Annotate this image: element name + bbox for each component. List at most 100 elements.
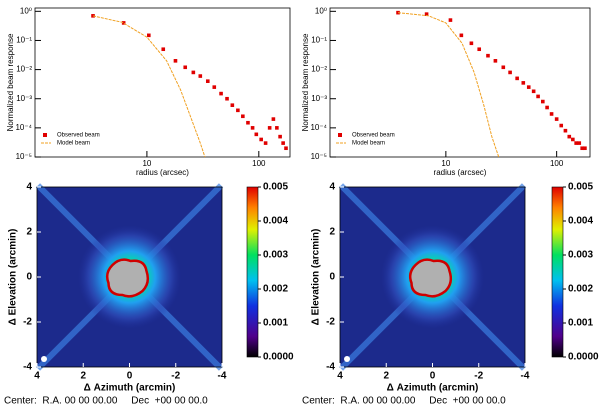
plot-frame <box>329 7 591 158</box>
y-tick-label: 10⁻⁴ <box>15 123 32 132</box>
y-axis-label: Δ Elevation (arcmin) <box>311 229 322 326</box>
x-axis-label: Δ Azimuth (arcmin) <box>387 383 479 394</box>
y-tick-label: 10⁰ <box>20 6 32 15</box>
data-point <box>259 137 263 142</box>
data-point <box>147 33 151 38</box>
data-point <box>198 74 203 78</box>
data-point <box>515 76 519 81</box>
y-tick-label: 10⁻² <box>311 65 327 74</box>
y-tick-label: 2 <box>329 227 335 238</box>
data-point <box>225 96 229 101</box>
colorbar-tick-label: 0.0000 <box>568 352 599 363</box>
data-point <box>183 65 188 70</box>
data-point <box>531 89 536 94</box>
data-point <box>486 53 490 58</box>
colorbar-tick-label: 0.003 <box>568 250 593 261</box>
y-axis-label: Normalized beam response <box>6 33 15 131</box>
data-point <box>230 103 235 107</box>
data-point <box>583 146 587 151</box>
beam-size <box>344 356 350 362</box>
beam-core-edge <box>408 258 453 298</box>
data-point <box>567 134 572 139</box>
data-point <box>284 146 288 151</box>
data-point <box>424 12 429 16</box>
colorbar-tick-label: 0.0000 <box>263 352 294 363</box>
x-tick-label: 4 <box>34 371 40 382</box>
x-tick-label: 0 <box>127 371 133 382</box>
y-axis-label: Normalized beam response <box>301 33 310 131</box>
y-tick-label: 0 <box>329 272 335 283</box>
data-point <box>246 120 250 125</box>
x-tick-label: 10 <box>142 159 151 168</box>
y-tick-label: 10⁻¹ <box>311 36 327 45</box>
data-point <box>219 91 223 96</box>
y-tick-label: 10⁻⁵ <box>311 152 327 161</box>
data-point <box>554 117 559 121</box>
y-tick-label: -4 <box>326 362 335 373</box>
data-point <box>267 126 272 130</box>
x-tick-label: 100 <box>550 159 564 168</box>
colorbar <box>551 186 564 358</box>
legend-swatch <box>338 133 342 137</box>
data-point <box>250 126 255 130</box>
data-point <box>212 85 217 89</box>
data-point <box>501 65 506 70</box>
data-point <box>580 146 584 151</box>
data-point <box>571 137 575 142</box>
legend-label: Observed beam <box>352 133 395 139</box>
data-point <box>541 99 545 104</box>
y-tick-label: -2 <box>23 317 32 328</box>
colorbar-tick-label: 0.004 <box>263 216 288 227</box>
y-tick-label: 10⁻³ <box>16 94 32 103</box>
data-point <box>275 126 279 130</box>
legend-label: Model beam <box>352 141 385 147</box>
data-point <box>493 59 498 63</box>
y-tick-label: 4 <box>329 182 335 193</box>
x-tick-label: 100 <box>252 159 266 168</box>
data-point <box>477 47 482 52</box>
map-center: Center: R.A. 00 00 00.00 Dec +00 00 00.0 <box>302 396 506 407</box>
colorbar-tick-label: 0.002 <box>568 284 593 295</box>
y-tick-label: 10⁰ <box>315 6 327 15</box>
x-tick-label: -4 <box>521 371 530 382</box>
y-tick-label: 10⁻³ <box>311 94 327 103</box>
colorbar-tick-label: 0.002 <box>263 284 288 295</box>
y-axis-label: Δ Elevation (arcmin) <box>8 229 19 326</box>
data-point <box>577 141 582 145</box>
x-tick-label: 2 <box>80 371 86 382</box>
data-point <box>448 18 453 22</box>
x-axis-label: Δ Azimuth (arcmin) <box>84 383 176 394</box>
y-tick-label: 10⁻⁴ <box>310 123 327 132</box>
beam-core-edge <box>105 258 150 298</box>
data-point <box>161 47 166 52</box>
colorbar-tick-label: 0.005 <box>263 182 288 193</box>
y-tick-label: 10⁻¹ <box>16 36 32 45</box>
data-point <box>281 141 285 145</box>
data-point <box>459 33 464 38</box>
data-point <box>508 70 512 75</box>
y-tick-label: 4 <box>26 182 32 193</box>
x-tick-label: -2 <box>171 371 180 382</box>
colorbar-tick-label: 0.003 <box>263 250 288 261</box>
y-tick-label: 10⁻² <box>16 65 32 74</box>
y-tick-label: 10⁻⁵ <box>16 152 32 161</box>
x-tick-label: -4 <box>218 371 227 382</box>
model-line <box>92 15 206 158</box>
data-point <box>574 141 578 145</box>
x-axis-label: radius (arcsec) <box>434 168 487 177</box>
data-point <box>545 105 549 110</box>
data-point <box>254 132 259 137</box>
data-point <box>549 112 554 116</box>
legend-label: Model beam <box>57 141 90 147</box>
y-tick-label: 2 <box>26 227 32 238</box>
data-point <box>263 141 268 145</box>
beam-size <box>41 356 47 362</box>
x-tick-label: -2 <box>474 371 483 382</box>
data-point <box>173 59 178 63</box>
plot-frame <box>34 7 291 158</box>
map-center: Center: R.A. 00 00 00.00 Dec +00 00 00.0 <box>4 396 208 407</box>
legend-swatch <box>43 133 47 137</box>
colorbar-tick-label: 0.005 <box>568 182 593 193</box>
beam-map <box>35 183 224 371</box>
